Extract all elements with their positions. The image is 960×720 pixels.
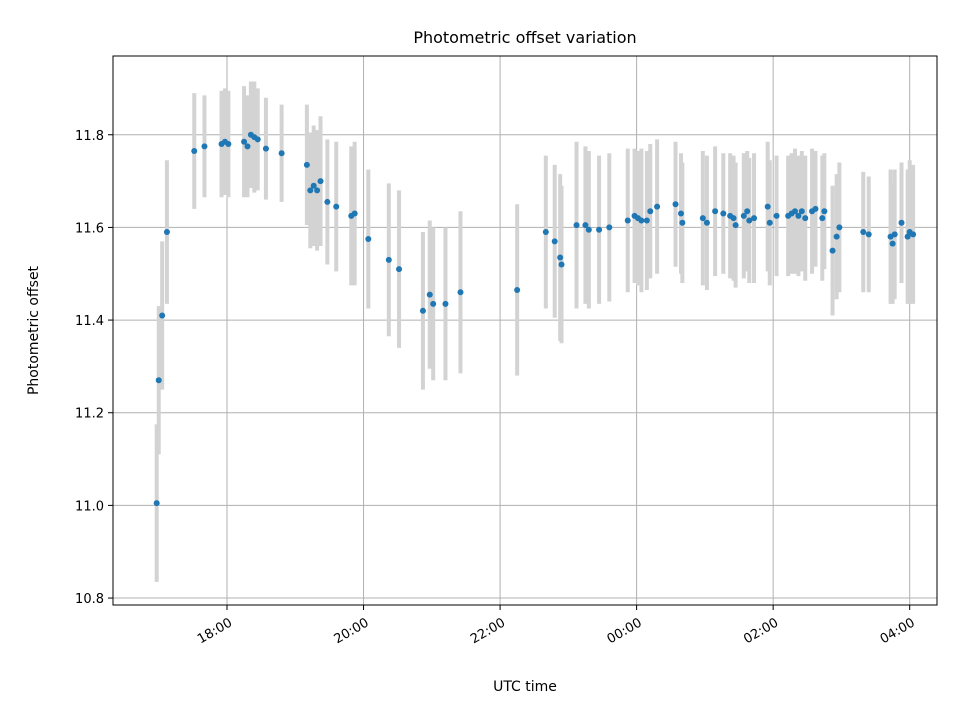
data-point (582, 222, 589, 229)
data-point (514, 286, 521, 293)
data-point (746, 217, 753, 224)
data-point (712, 208, 719, 215)
data-point (310, 182, 317, 189)
data-point (542, 229, 549, 236)
data-point (557, 254, 564, 261)
data-point (798, 208, 805, 215)
data-point (773, 212, 780, 219)
data-point (262, 145, 269, 152)
data-point (643, 217, 650, 224)
data-point (744, 208, 751, 215)
y-axis-label: Photometric offset (26, 265, 42, 395)
data-point (201, 143, 208, 150)
data-point (904, 233, 911, 240)
data-point (153, 500, 160, 507)
y-tick-label: 11.0 (75, 499, 104, 514)
data-point (254, 136, 261, 143)
data-point (278, 150, 285, 157)
data-point (419, 307, 426, 314)
data-point (766, 219, 773, 226)
plot-frame (112, 55, 938, 606)
data-point (385, 256, 392, 263)
data-point (396, 266, 403, 273)
y-tick-label: 11.8 (75, 129, 104, 144)
data-point (732, 222, 739, 229)
data-point (751, 215, 758, 222)
data-point (225, 141, 232, 148)
data-point (191, 147, 198, 154)
data-point (638, 217, 645, 224)
data-point (585, 226, 592, 233)
data-point (442, 300, 449, 307)
y-tick-label: 11.4 (75, 314, 104, 329)
data-point (457, 289, 464, 296)
data-point (802, 215, 809, 222)
data-point (558, 261, 565, 268)
data-point (426, 291, 433, 298)
point-layer (153, 131, 917, 507)
data-point (889, 240, 896, 247)
data-point (672, 201, 679, 208)
data-point (679, 219, 686, 226)
data-point (829, 247, 836, 254)
data-point (764, 203, 771, 210)
data-point (821, 208, 828, 215)
data-point (792, 208, 799, 215)
data-point (699, 215, 706, 222)
data-point (333, 203, 340, 210)
data-point (703, 219, 710, 226)
data-point (606, 224, 613, 231)
data-point (910, 231, 917, 238)
y-tick-label: 10.8 (75, 592, 104, 607)
data-point (795, 212, 802, 219)
data-point (860, 229, 867, 236)
data-point (365, 236, 372, 242)
data-point (351, 210, 358, 217)
data-point (159, 312, 166, 319)
data-point (241, 138, 248, 145)
data-point (740, 212, 747, 219)
data-point (836, 224, 843, 231)
y-tick-label: 11.6 (75, 221, 104, 236)
data-point (551, 238, 558, 245)
y-tick-label: 11.2 (75, 407, 104, 422)
data-point (314, 187, 321, 194)
data-point (730, 215, 737, 222)
data-point (812, 205, 819, 212)
data-point (720, 210, 727, 217)
data-point (865, 231, 872, 238)
data-point (307, 187, 314, 194)
x-axis-label: UTC time (493, 679, 557, 695)
chart-title: Photometric offset variation (413, 28, 636, 47)
data-point (573, 222, 580, 229)
data-point (654, 203, 661, 210)
data-point (303, 161, 310, 168)
data-point (819, 215, 826, 222)
data-point (317, 178, 324, 185)
data-point (647, 208, 654, 215)
data-point (324, 198, 331, 205)
data-point (430, 300, 437, 307)
data-point (596, 226, 603, 233)
data-point (155, 377, 162, 384)
data-point (677, 210, 684, 217)
data-point (898, 219, 905, 226)
data-point (163, 229, 170, 236)
data-point (624, 217, 631, 224)
data-point (244, 143, 251, 150)
data-point (891, 231, 898, 238)
data-point (833, 233, 840, 240)
